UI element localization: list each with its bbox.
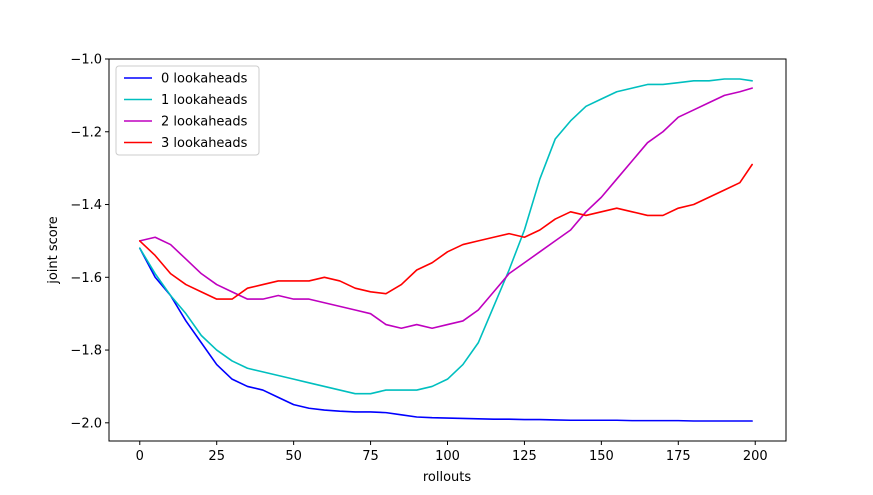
series-line-3 — [138, 163, 753, 300]
y-tick-label: −1.6 — [70, 271, 102, 286]
y-tick-label: −1.0 — [70, 53, 102, 68]
x-tick-label: 75 — [362, 449, 379, 464]
legend-label-1: 1 lookaheads — [161, 93, 248, 108]
y-tick-label: −2.0 — [70, 416, 102, 431]
y-tick-label: −1.4 — [70, 198, 102, 213]
y-tick-label: −1.8 — [70, 344, 102, 359]
x-tick-label: 175 — [666, 449, 691, 464]
legend: 0 lookaheads 1 lookaheads 2 lookaheads 3 lo… — [115, 65, 260, 156]
y-axis-ticks: −2.0 −1.8 −1.6 −1.4 −1.2 −1.0 — [70, 53, 109, 431]
series-line-1 — [138, 78, 753, 395]
x-tick-label: 50 — [285, 449, 302, 464]
series-layer — [138, 78, 753, 422]
x-tick-label: 125 — [512, 449, 537, 464]
x-axis-label: rollouts — [423, 470, 472, 485]
x-tick-label: 100 — [435, 449, 460, 464]
series-line-2 — [138, 87, 753, 330]
series-line-0 — [138, 247, 753, 422]
x-tick-label: 150 — [589, 449, 614, 464]
x-tick-label: 200 — [743, 449, 768, 464]
x-tick-label: 25 — [208, 449, 225, 464]
y-tick-label: −1.2 — [70, 125, 102, 140]
x-axis-ticks: 0 25 50 75 100 125 150 175 200 — [136, 441, 768, 464]
x-tick-label: 0 — [136, 449, 144, 464]
legend-label-0: 0 lookaheads — [161, 72, 248, 87]
legend-label-2: 2 lookaheads — [161, 115, 248, 130]
y-axis-label: joint score — [46, 216, 61, 285]
legend-box — [115, 65, 260, 156]
legend-label-3: 3 lookaheads — [161, 136, 248, 151]
